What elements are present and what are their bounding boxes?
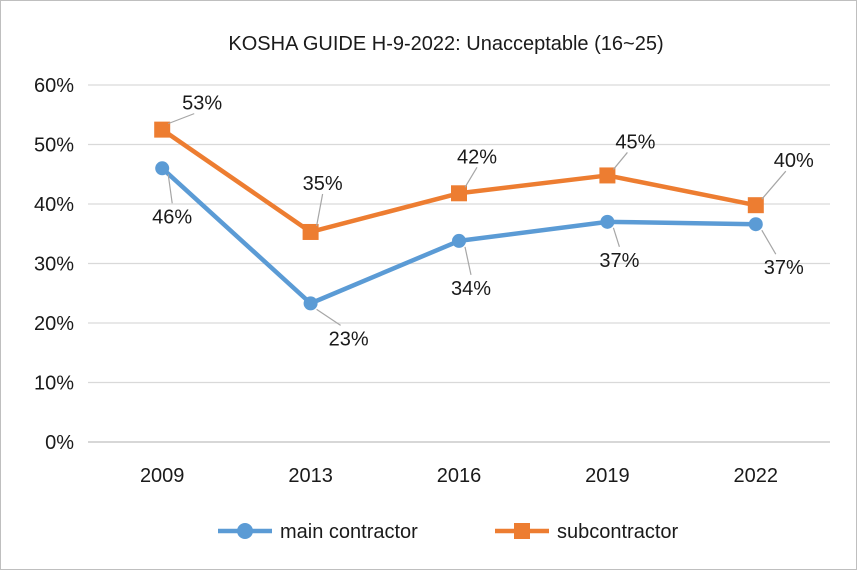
x-tick-label: 2009 [140, 465, 185, 487]
x-axis-ticks: 2009 2013 2016 2019 2022 [140, 465, 778, 487]
y-tick-label: 50% [34, 135, 74, 157]
legend-marker [514, 523, 530, 539]
data-point-marker [451, 185, 467, 202]
data-label: 34% [451, 278, 491, 300]
data-point-marker [599, 167, 616, 184]
leader-line [464, 166, 478, 188]
x-tick-label: 2022 [734, 465, 779, 487]
y-tick-label: 20% [34, 313, 74, 335]
leader-line [167, 174, 173, 204]
y-tick-label: 30% [34, 254, 74, 276]
data-point-marker [155, 161, 170, 176]
data-point-marker [600, 214, 615, 229]
leader-line [316, 308, 341, 326]
data-point-marker [748, 217, 763, 232]
chart-title: KOSHA GUIDE H-9-2022: Unacceptable (16~2… [228, 33, 663, 55]
data-point-marker [303, 296, 318, 311]
legend-marker [237, 523, 253, 539]
leader-line [612, 227, 620, 248]
data-point-marker [154, 121, 171, 138]
data-point-marker [747, 197, 764, 214]
leader-line [167, 113, 195, 125]
data-point-marker [302, 223, 319, 240]
y-tick-label: 0% [45, 432, 74, 454]
leader-line [761, 170, 787, 200]
data-label: 45% [615, 131, 655, 153]
data-point-marker [452, 233, 466, 248]
leader-line [316, 193, 324, 227]
data-label: 37% [599, 250, 639, 272]
legend: main contractor subcontractor [218, 521, 679, 543]
series-subcontractor [154, 121, 764, 240]
leader-line [464, 246, 472, 276]
data-label: 53% [182, 93, 222, 115]
x-tick-label: 2013 [288, 465, 333, 487]
legend-item: main contractor [218, 521, 418, 543]
data-label: 42% [457, 146, 497, 168]
x-tick-label: 2016 [437, 465, 482, 487]
x-tick-label: 2019 [585, 465, 630, 487]
data-label: 35% [303, 173, 343, 195]
leader-line [761, 229, 777, 255]
y-tick-label: 40% [34, 194, 74, 216]
series-layer [154, 121, 764, 311]
data-label: 40% [774, 150, 814, 172]
data-label: 46% [152, 206, 192, 228]
series-main-contractor [155, 161, 763, 311]
y-axis-ticks: 0% 10% 20% 30% 40% 50% 60% [34, 75, 74, 454]
y-tick-label: 60% [34, 75, 74, 97]
legend-label: subcontractor [557, 521, 679, 543]
legend-item: subcontractor [495, 521, 679, 543]
data-label: 37% [764, 257, 804, 279]
y-tick-label: 10% [34, 373, 74, 395]
leader-line [612, 152, 628, 170]
legend-label: main contractor [280, 521, 418, 543]
data-labels: 46% 23% 34% 37% 37% 53% 35% 42% 45% 40% [152, 93, 814, 351]
gridlines [88, 84, 830, 443]
data-label: 23% [329, 328, 369, 350]
